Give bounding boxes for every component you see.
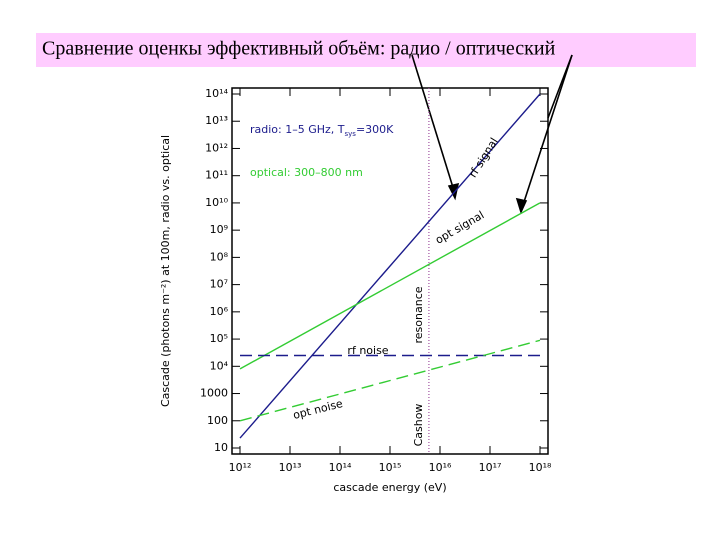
annotation-part: radio: 1–5 GHz, T <box>250 123 345 136</box>
slide-title: Сравнение оценкы эффективный объём: ради… <box>42 38 556 60</box>
y-tick-label: 10⁸ <box>210 250 229 263</box>
x-axis-label: cascade energy (eV) <box>333 481 446 494</box>
y-tick-label: 10⁶ <box>210 305 229 318</box>
series-label: opt signal <box>433 208 486 246</box>
y-tick-label: 10 <box>214 441 228 454</box>
annotation: radio: 1–5 GHz, Tsys=300K <box>250 123 394 138</box>
x-tick-label: 10¹⁸ <box>529 461 552 474</box>
x-tick-label: 10¹⁵ <box>379 461 402 474</box>
y-tick-label: 10¹⁰ <box>205 196 228 209</box>
vline-label: resonance <box>412 286 425 343</box>
y-tick-label: 10¹² <box>205 141 228 154</box>
y-tick-label: 10¹⁴ <box>205 87 228 100</box>
x-tick-label: 10¹⁶ <box>429 461 452 474</box>
y-axis-label: Cascade (photons m⁻²) at 100m, radio vs.… <box>159 135 172 407</box>
y-tick-label: 100 <box>207 414 228 427</box>
vline-label: Cashow <box>412 404 425 447</box>
x-tick-label: 10¹² <box>229 461 252 474</box>
y-tick-label: 1000 <box>200 387 228 400</box>
x-tick-label: 10¹⁴ <box>329 461 352 474</box>
series-line <box>239 339 541 422</box>
series-line <box>239 202 541 370</box>
y-tick-label: 10⁵ <box>210 332 228 345</box>
y-tick-label: 10¹¹ <box>205 169 228 182</box>
x-tick-label: 10¹³ <box>279 461 302 474</box>
y-tick-label: 10¹³ <box>205 114 228 127</box>
y-tick-label: 10⁹ <box>210 223 228 236</box>
title-box <box>36 33 696 67</box>
series-label: rf signal <box>466 135 501 180</box>
y-tick-label: 10⁷ <box>210 278 228 291</box>
arrows <box>411 54 573 215</box>
annotation: optical: 300–800 nm <box>250 166 363 179</box>
series-label: opt noise <box>292 397 345 422</box>
annotation-part: optical: 300–800 nm <box>250 166 363 179</box>
series-line <box>239 93 541 439</box>
annotation-part: =300K <box>356 123 394 136</box>
plot-frame <box>231 87 549 455</box>
annotation-part: sys <box>345 130 357 138</box>
series-label: rf noise <box>347 344 388 357</box>
y-tick-label: 10⁴ <box>210 359 229 372</box>
x-tick-label: 10¹⁷ <box>479 461 502 474</box>
